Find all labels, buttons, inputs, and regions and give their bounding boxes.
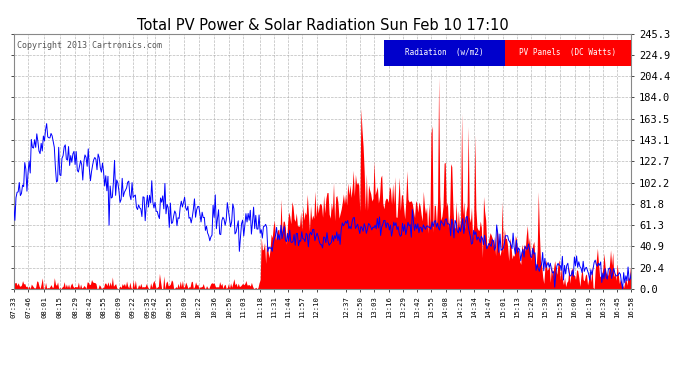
Text: Copyright 2013 Cartronics.com: Copyright 2013 Cartronics.com xyxy=(17,41,162,50)
Bar xyxy=(384,40,505,66)
Bar xyxy=(505,40,631,66)
Text: Radiation  (w/m2): Radiation (w/m2) xyxy=(405,48,484,57)
Text: PV Panels  (DC Watts): PV Panels (DC Watts) xyxy=(520,48,617,57)
Title: Total PV Power & Solar Radiation Sun Feb 10 17:10: Total PV Power & Solar Radiation Sun Feb… xyxy=(137,18,509,33)
